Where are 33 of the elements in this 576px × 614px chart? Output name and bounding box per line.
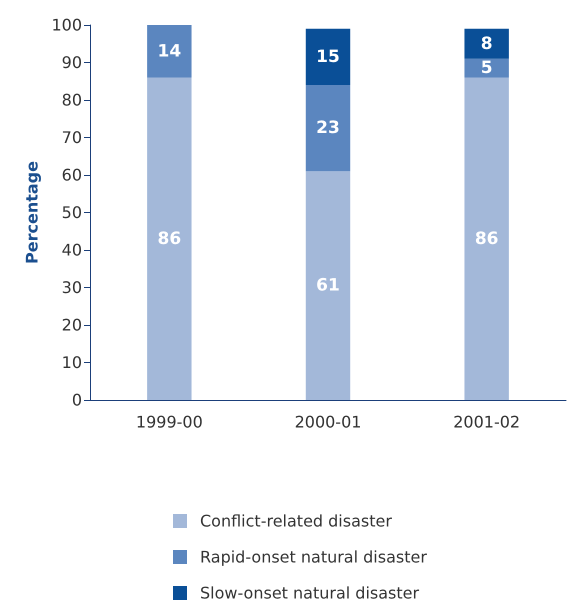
- bar: [464, 78, 509, 400]
- x-tick-label: 2001-02: [453, 412, 520, 432]
- y-tick-label: 90: [62, 53, 82, 72]
- y-tick-label: 30: [62, 278, 82, 297]
- y-tick-label: 60: [62, 166, 82, 184]
- y-tick-label: 0: [72, 390, 82, 410]
- y-tick-label: 50: [62, 203, 82, 222]
- y-tick-label: 70: [62, 128, 82, 147]
- x-tick-label: 2000-01: [294, 412, 362, 432]
- data-label: 61: [316, 276, 340, 296]
- y-tick-label: 100: [51, 16, 82, 34]
- legend-label: Conflict-related disaster: [200, 512, 392, 530]
- data-label: 14: [157, 41, 182, 62]
- bar: [306, 171, 350, 400]
- data-label: 23: [316, 118, 340, 138]
- y-tick-label: 10: [62, 353, 82, 372]
- bar: [147, 78, 192, 400]
- x-tick-label: 1999-00: [136, 412, 203, 432]
- data-label: 86: [157, 228, 182, 249]
- data-label: 5: [480, 58, 493, 78]
- y-tick-label: 80: [62, 90, 82, 110]
- y-tick-label: 20: [62, 316, 82, 334]
- y-tick-label: 40: [62, 240, 82, 260]
- legend-label: Slow-onset natural disaster: [200, 584, 420, 602]
- data-label: 15: [316, 46, 340, 67]
- bar: [147, 25, 192, 78]
- legend-label: Rapid-onset natural disaster: [200, 548, 428, 566]
- bar: [306, 28, 350, 85]
- bar: [464, 28, 509, 59]
- data-label: 8: [480, 34, 493, 54]
- y-axis-title: Percentage: [22, 160, 42, 264]
- bar: [306, 85, 350, 172]
- data-label: 86: [474, 228, 499, 249]
